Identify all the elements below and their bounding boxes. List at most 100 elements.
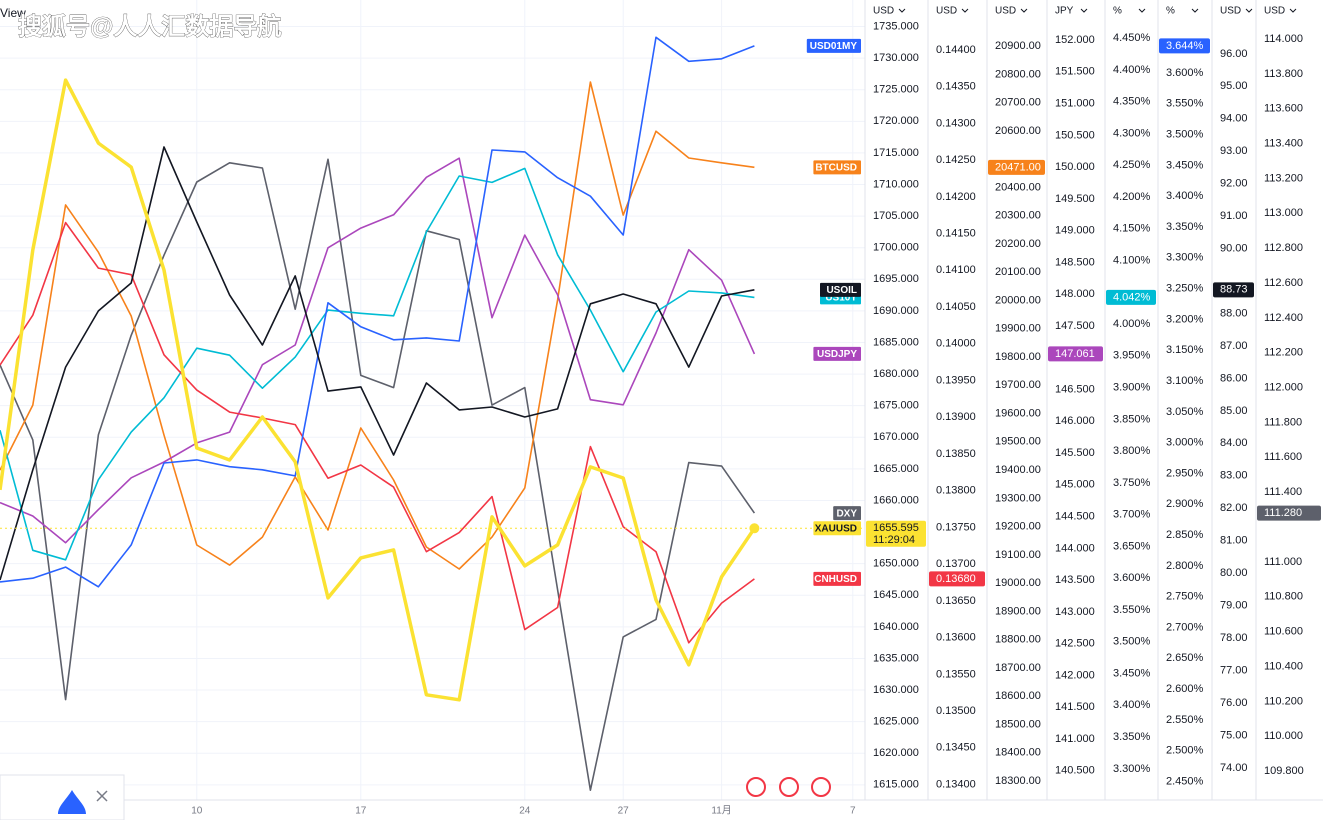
y-tick-label: 85.00 <box>1220 405 1248 417</box>
y-tick-label: 1645.000 <box>873 589 919 601</box>
y-tick-label: 112.000 <box>1264 382 1303 394</box>
y-tick-label: 113.000 <box>1264 207 1303 219</box>
flag-icon[interactable] <box>811 777 831 797</box>
y-tick-label: 1660.000 <box>873 494 919 506</box>
y-tick-label: 2.750% <box>1166 591 1204 603</box>
y-tick-label: 145.500 <box>1055 447 1095 459</box>
y-tick-label: 0.14200 <box>936 191 976 203</box>
y-tick-label: 1720.000 <box>873 115 919 127</box>
y-tick-label: 1615.000 <box>873 779 919 791</box>
y-tick-label: 0.14400 <box>936 44 976 56</box>
widget-icon[interactable] <box>58 790 86 814</box>
widget-close[interactable] <box>96 790 108 802</box>
y-tick-label: 109.800 <box>1264 765 1304 777</box>
x-tick-label: 24 <box>519 806 531 817</box>
y-tick-label: 79.00 <box>1220 600 1248 612</box>
value-label: 88.73 <box>1220 284 1248 296</box>
y-tick-label: 86.00 <box>1220 372 1248 384</box>
y-tick-label: 113.600 <box>1264 103 1303 115</box>
y-tick-label: 0.13600 <box>936 632 976 644</box>
axis-chevron <box>1138 8 1146 13</box>
axis-column <box>987 0 1047 820</box>
y-tick-label: 2.450% <box>1166 775 1204 787</box>
y-tick-label: 18700.00 <box>995 662 1041 674</box>
y-tick-label: 3.600% <box>1166 67 1204 79</box>
y-tick-label: 20800.00 <box>995 68 1041 80</box>
y-tick-label: 2.500% <box>1166 745 1204 757</box>
value-label-bg <box>929 571 985 587</box>
axis-column <box>1158 0 1212 820</box>
y-tick-label: 81.00 <box>1220 535 1248 547</box>
axis-column <box>1047 0 1105 820</box>
flag-icons <box>746 777 831 797</box>
series-tag-bg <box>813 160 861 175</box>
axis-chevron <box>1020 8 1028 13</box>
y-tick-label: 18300.00 <box>995 775 1041 787</box>
y-tick-label: 1650.000 <box>873 558 919 570</box>
flag-icon[interactable] <box>746 777 766 797</box>
y-tick-label: 110.800 <box>1264 591 1303 603</box>
y-tick-label: 140.500 <box>1055 765 1095 777</box>
y-tick-label: 3.750% <box>1113 477 1151 489</box>
y-tick-label: 18900.00 <box>995 605 1041 617</box>
y-tick-label: 3.800% <box>1113 445 1151 457</box>
y-tick-label: 4.300% <box>1113 127 1151 139</box>
y-tick-label: 143.500 <box>1055 574 1095 586</box>
y-tick-label: 19900.00 <box>995 323 1041 335</box>
axis-chevron <box>898 8 906 13</box>
y-tick-label: 1630.000 <box>873 684 919 696</box>
x-tick-label: 7 <box>850 806 856 817</box>
y-tick-label: 110.400 <box>1264 660 1303 672</box>
y-tick-label: 75.00 <box>1220 729 1248 741</box>
value-label-bg <box>1213 282 1254 298</box>
axis-column <box>865 0 928 820</box>
y-tick-label: 3.500% <box>1113 636 1151 648</box>
y-tick-label: 96.00 <box>1220 48 1248 60</box>
floating-widget <box>0 774 125 820</box>
y-tick-label: 3.600% <box>1113 572 1151 584</box>
y-tick-label: 149.500 <box>1055 193 1095 205</box>
value-label-bg <box>1159 38 1210 54</box>
y-tick-label: 4.250% <box>1113 159 1151 171</box>
y-tick-label: 3.450% <box>1166 159 1204 171</box>
y-tick-label: 78.00 <box>1220 632 1248 644</box>
y-tick-label: 3.400% <box>1166 190 1204 202</box>
value-label-bg <box>988 159 1045 175</box>
y-tick-label: 87.00 <box>1220 340 1248 352</box>
y-tick-label: 93.00 <box>1220 145 1248 157</box>
y-tick-label: 19000.00 <box>995 577 1041 589</box>
axis-column <box>1212 0 1256 820</box>
flag-icon[interactable] <box>779 777 799 797</box>
y-tick-label: 19800.00 <box>995 351 1041 363</box>
y-tick-label: 3.150% <box>1166 344 1204 356</box>
axis-column <box>928 0 987 820</box>
series-line <box>0 157 756 544</box>
y-tick-label: 0.13550 <box>936 668 976 680</box>
y-tick-label: 1670.000 <box>873 431 919 443</box>
y-tick-label: 0.14300 <box>936 117 976 129</box>
y-tick-label: 0.13500 <box>936 705 976 717</box>
axis-unit: USD <box>1264 6 1285 17</box>
y-tick-label: 148.500 <box>1055 256 1095 268</box>
value-label-bg <box>866 520 926 547</box>
y-tick-label: 1735.000 <box>873 20 919 32</box>
y-tick-label: 3.300% <box>1166 252 1204 264</box>
series-tag: XAUUSD <box>815 523 857 534</box>
y-tick-label: 1690.000 <box>873 305 919 317</box>
y-tick-label: 82.00 <box>1220 502 1248 514</box>
series-tag-bg <box>813 571 861 586</box>
x-tick-label: 17 <box>355 806 367 817</box>
value-label: 1655.595 <box>873 522 919 534</box>
y-tick-label: 19400.00 <box>995 464 1041 476</box>
y-tick-label: 3.400% <box>1113 699 1151 711</box>
time-axis <box>0 800 1323 820</box>
y-tick-label: 3.000% <box>1166 437 1204 449</box>
y-tick-label: 4.000% <box>1113 318 1151 330</box>
y-tick-label: 144.500 <box>1055 511 1095 523</box>
y-tick-label: 110.200 <box>1264 695 1303 707</box>
series-tag: US10Y <box>825 293 857 304</box>
series-tag: USD01MY <box>810 41 858 52</box>
y-tick-label: 3.550% <box>1113 604 1151 616</box>
y-tick-label: 150.500 <box>1055 129 1095 141</box>
y-tick-label: 90.00 <box>1220 243 1248 255</box>
